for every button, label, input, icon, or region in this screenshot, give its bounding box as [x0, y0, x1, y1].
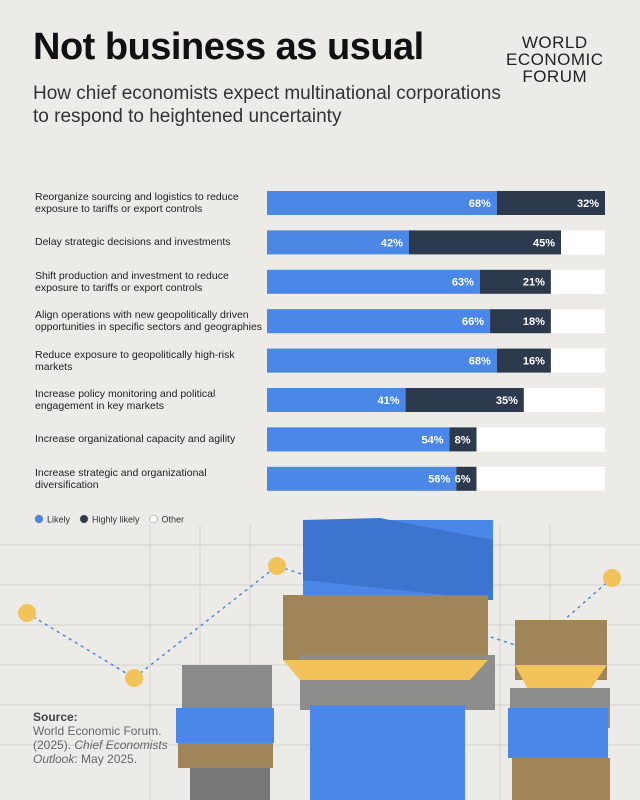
value-label: 35%: [496, 395, 518, 407]
bar-segment: [490, 309, 551, 334]
bar-segment: [456, 466, 477, 491]
value-label: 18%: [523, 316, 545, 328]
subtitle: How chief economists expect multinationa…: [33, 83, 501, 127]
value-label: 68%: [469, 356, 491, 368]
source-text: World Economic Forum. (2025).: [33, 724, 162, 752]
category-label: Shift production and investment to reduc…: [35, 269, 229, 294]
category-label: Align operations with new geopolitically…: [35, 309, 263, 334]
bar-segment: [550, 309, 605, 334]
bar-segment: [496, 348, 551, 373]
bar-segment: [267, 466, 457, 491]
value-label: 16%: [523, 356, 545, 368]
chart: 68% 32% 42% 45% 63% 21% 66% 18% 68% 16% 41% 35% 54% 8…: [34, 191, 605, 524]
value-label: 32%: [577, 198, 599, 210]
source-date: : May 2025.: [74, 752, 138, 766]
bar-segment: [550, 348, 605, 373]
value-label: 68%: [469, 198, 491, 210]
bar-segment: [561, 230, 605, 255]
bar-segment: [267, 348, 497, 373]
category-label: Increase policy monitoring and political…: [35, 388, 216, 412]
building-right: [508, 620, 610, 800]
category-label: Reduce exposure to geopolitically high-r…: [35, 348, 235, 373]
legend-label: Highly likely: [92, 514, 140, 524]
bar-segment: [405, 388, 524, 412]
value-label: 8%: [455, 434, 471, 446]
bar-segment: [267, 269, 480, 294]
legend-swatch: [79, 514, 89, 524]
value-label: 41%: [378, 395, 400, 407]
category-label: Increase strategic and organizational di…: [35, 466, 207, 491]
title: Not business as usual: [33, 26, 424, 68]
value-label: 6%: [455, 474, 471, 486]
bar-segment: [267, 388, 406, 412]
logo-line: ECONOMIC: [506, 50, 604, 69]
bar-segment: [476, 427, 605, 452]
bar-segment: [523, 388, 605, 412]
logo-line: WORLD: [521, 33, 588, 52]
category-label: Delay strategic decisions and investment…: [35, 236, 231, 249]
value-label: 63%: [452, 277, 474, 289]
value-label: 56%: [428, 474, 450, 486]
source: Source: World Economic Forum. (2025). Ch…: [33, 710, 173, 766]
source-label: Source:: [33, 710, 78, 724]
bar-segment: [408, 230, 562, 255]
building-left: [176, 665, 274, 800]
category-label: Increase organizational capacity and agi…: [35, 433, 236, 446]
legend-label: Other: [162, 514, 185, 524]
source-publication: Chief Economists Outlook: [33, 738, 168, 766]
bar-segment: [476, 466, 605, 491]
logo: WORLD ECONOMIC FORUM: [506, 34, 604, 85]
legend-swatch: [149, 514, 158, 524]
bar-segment: [267, 191, 497, 215]
bar-segment: [267, 309, 491, 334]
bar-segment: [479, 269, 551, 294]
legend-swatch: [34, 514, 44, 524]
bar-segment: [496, 191, 605, 215]
value-label: 42%: [381, 237, 403, 249]
bar-segment: [449, 427, 477, 452]
value-label: 45%: [533, 237, 555, 249]
value-label: 54%: [421, 434, 443, 446]
dots: [18, 557, 621, 687]
legend-label: Likely: [47, 514, 71, 524]
category-label: Reorganize sourcing and logistics to red…: [35, 191, 239, 215]
logo-line: FORUM: [522, 67, 588, 86]
bar-segment: [550, 269, 605, 294]
building-center: [283, 518, 495, 800]
value-label: 66%: [462, 316, 484, 328]
bar-segment: [267, 230, 409, 255]
bar-segment: [267, 427, 450, 452]
value-label: 21%: [523, 277, 545, 289]
